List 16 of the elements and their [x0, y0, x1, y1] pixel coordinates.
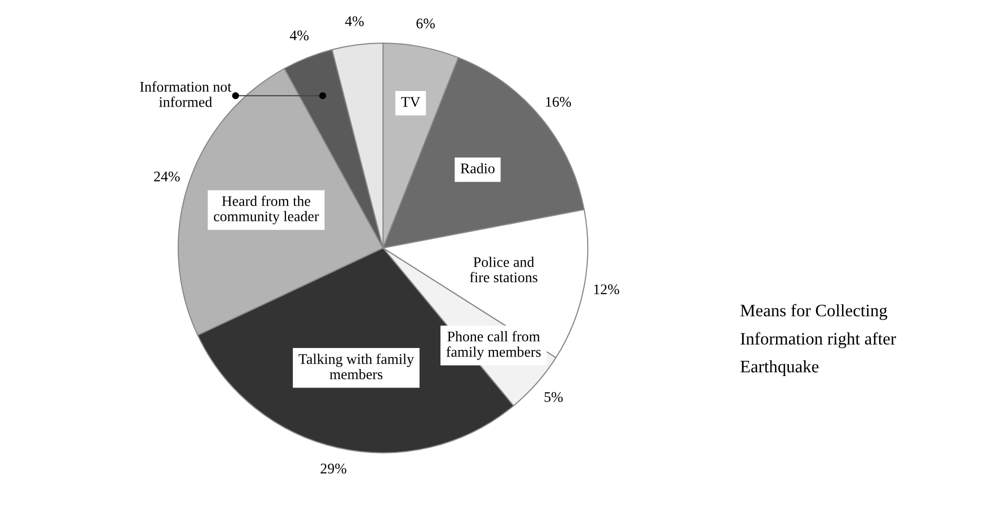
- text: Means for Collecting Information right after Earthquake: [740, 304, 896, 376]
- slice-label: TV: [401, 97, 420, 107]
- data-label: 4%: [290, 30, 309, 40]
- slice-label: Police and fire stations: [470, 256, 538, 282]
- slice-label: Information not informed: [140, 81, 232, 107]
- data-label: 16%: [546, 96, 571, 107]
- data-label: 24%: [154, 172, 180, 182]
- slice-label: Heard from the community leader: [214, 196, 319, 224]
- data-label: 5%: [544, 392, 563, 402]
- slice-label: Talking with family members: [298, 354, 414, 380]
- slice-label: Phone call from family members: [446, 331, 541, 360]
- data-label: 6%: [416, 18, 435, 28]
- data-label: 12%: [594, 284, 620, 294]
- data-label: 29%: [320, 464, 346, 474]
- slice-label: Radio: [460, 163, 495, 174]
- data-label: 4%: [345, 16, 364, 26]
